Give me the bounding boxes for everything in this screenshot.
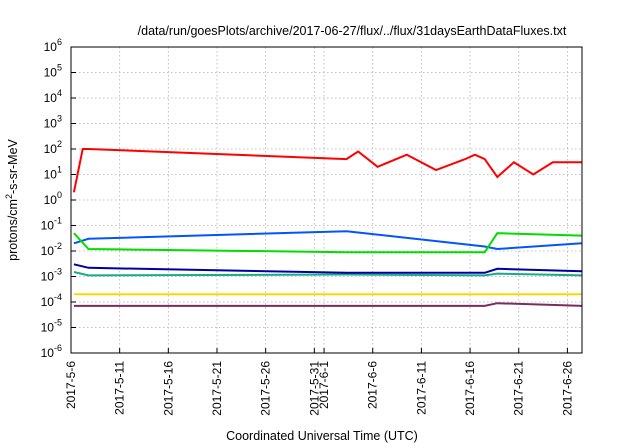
x-tick-label: 2017-6-26 [560,361,574,416]
x-tick-label: 2017-5-31 [307,361,321,416]
series-line [73,230,583,251]
y-tick-label: 10-5 [41,318,62,335]
y-tick-label: 10-4 [41,292,62,309]
series-group [72,148,583,307]
x-tick-label: 2017-6-11 [414,361,428,415]
x-tick-label: 2017-5-21 [210,361,224,416]
chart-title: /data/run/goesPlots/archive/2017-06-27/f… [138,24,567,38]
y-tick-label: 10-6 [41,343,62,360]
y-tick-label: 105 [44,63,62,80]
y-axis-label: protons/cm2-s-sr-MeV [4,138,20,260]
series-line [73,263,583,274]
y-tick-label: 102 [44,139,62,156]
series-line [72,148,582,193]
x-tick-label: 2017-5-16 [161,361,175,416]
x-tick-label: 2017-6-16 [463,361,477,416]
y-tick-label: 104 [44,88,62,105]
y-tick-label: 10-1 [41,216,62,233]
x-axis-label: Coordinated Universal Time (UTC) [226,429,418,443]
x-tick-label: 2017-5-11 [113,361,127,415]
series-line [73,271,583,277]
y-tick-label: 10-3 [41,267,62,284]
y-tick-label: 101 [44,165,62,182]
grid-lines [70,46,582,354]
x-axis: 2017-5-6 2017-5-11 2017-5-16 2017-5-21 2017-… [64,348,574,416]
y-tick-label: 10-2 [41,241,62,258]
x-tick-label: 2017-6-1 [317,361,331,409]
y-tick-label: 100 [44,190,62,207]
x-tick-label: 2017-6-21 [512,361,526,416]
y-tick-label: 103 [44,114,62,131]
y-axis-label-rest: -s-sr-MeV [6,138,20,194]
y-tick-label: 106 [44,37,62,54]
x-tick-label: 2017-5-6 [64,361,78,409]
y-axis: 10-6 10-5 10-4 10-3 10-2 10-1 100 101 102 103 104 1… [41,37,76,360]
series-line [73,302,583,307]
y-axis-label-sup: 2 [4,194,14,199]
x-tick-label: 2017-5-26 [259,361,273,416]
y-axis-label-main: protons/cm [6,199,20,261]
series-line [73,232,583,254]
x-tick-label: 2017-6-6 [366,361,380,409]
